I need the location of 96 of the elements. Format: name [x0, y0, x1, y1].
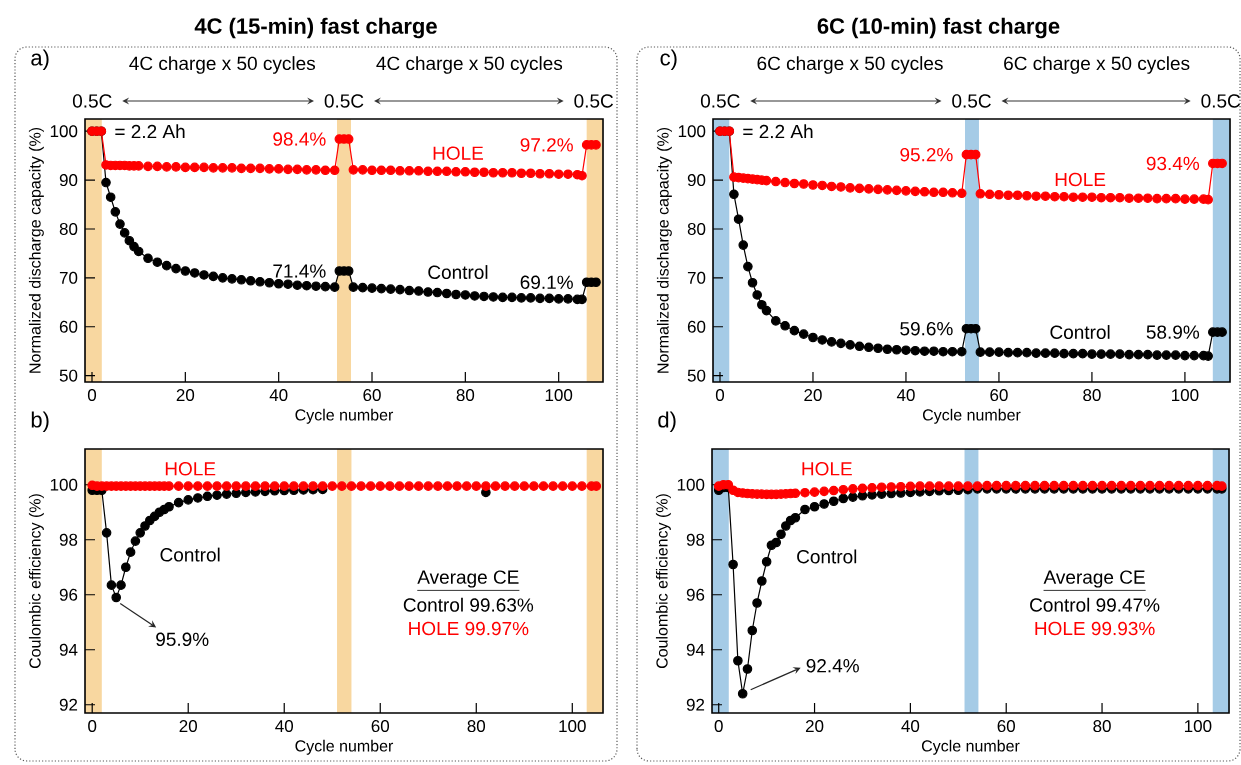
- y-tick-label: 80: [59, 222, 78, 235]
- y-tick-label: 100: [678, 125, 706, 138]
- x-tick-label: 40: [901, 720, 920, 733]
- annotation: Control 99.63%: [403, 597, 534, 612]
- text: 0.5C: [72, 94, 112, 108]
- y-axis-title: Coulombic efficiency (%): [28, 494, 44, 669]
- annotation: Average CE: [1043, 570, 1145, 588]
- y-tick-label: 60: [687, 320, 706, 333]
- text: 0.5C: [1201, 94, 1241, 108]
- y-tick-label: 90: [687, 174, 706, 187]
- text: 6C charge x 50 cycles: [1004, 56, 1190, 74]
- text: 0.5C: [324, 94, 364, 108]
- text: 0.5C: [574, 94, 614, 108]
- x-tick-label: 20: [176, 389, 195, 402]
- x-tick-label: 80: [1083, 389, 1101, 402]
- y-tick-label: 98: [59, 533, 78, 546]
- annotation: = 2.2 Ah: [115, 124, 185, 139]
- text: 4C charge x 50 cycles: [129, 56, 316, 74]
- x-tick-label: 20: [804, 389, 822, 402]
- annotation: 59.6%: [900, 321, 953, 336]
- annotation: 95.2%: [900, 147, 953, 162]
- y-tick-label: 98: [686, 533, 705, 546]
- y-axis-title: Normalized discharge capacity (%): [656, 127, 672, 373]
- annotation: Average CE: [417, 570, 519, 588]
- y-tick-label: 100: [677, 478, 705, 491]
- y-tick-label: 100: [50, 478, 78, 491]
- y-tick-label: 50: [687, 369, 706, 382]
- annotation: 93.4%: [1146, 156, 1200, 171]
- annotation: 95.9%: [156, 632, 209, 647]
- y-axis-title: Coulombic efficiency (%): [655, 494, 671, 669]
- x-axis-title: Cycle number: [922, 408, 1021, 424]
- x-tick-label: 0: [87, 389, 97, 402]
- text: b): [31, 411, 49, 432]
- series-label: HOLE: [1055, 172, 1106, 187]
- series-label: HOLE: [165, 462, 216, 476]
- x-tick-label: 100: [545, 389, 573, 402]
- x-tick-label: 100: [559, 720, 586, 733]
- text: a): [31, 49, 49, 70]
- annotation: 69.1%: [520, 275, 573, 289]
- x-tick-label: 60: [990, 389, 1008, 402]
- y-axis-title: Normalized discharge capacity (%): [28, 127, 44, 373]
- series-label: Control: [428, 265, 488, 280]
- x-tick-label: 80: [467, 720, 486, 733]
- annotation: 71.4%: [273, 264, 326, 278]
- y-tick-label: 94: [59, 643, 78, 656]
- series-label: Control: [1050, 325, 1110, 339]
- series-label: Control: [797, 549, 857, 564]
- annotation: HOLE 99.97%: [409, 621, 529, 636]
- annotation: HOLE 99.93%: [1035, 621, 1155, 636]
- annotation: 97.2%: [520, 138, 573, 152]
- x-tick-label: 0: [715, 389, 725, 402]
- text: d): [658, 411, 676, 432]
- text: 4C charge x 50 cycles: [376, 56, 563, 74]
- y-tick-label: 90: [59, 174, 78, 187]
- x-tick-label: 40: [275, 720, 294, 733]
- x-tick-label: 60: [371, 720, 390, 733]
- x-tick-label: 80: [1093, 720, 1111, 733]
- chart-title: 6C (10-min) fast charge: [817, 17, 1060, 39]
- text: 6C charge x 50 cycles: [757, 56, 943, 74]
- x-tick-label: 20: [805, 720, 824, 733]
- x-axis-title: Cycle number: [921, 739, 1020, 755]
- y-tick-label: 94: [686, 643, 705, 656]
- y-tick-label: 60: [59, 320, 78, 333]
- y-tick-label: 96: [59, 588, 78, 601]
- y-tick-label: 96: [686, 588, 705, 601]
- y-tick-label: 92: [59, 698, 78, 711]
- x-tick-label: 40: [269, 389, 288, 402]
- y-tick-label: 100: [50, 125, 78, 138]
- y-tick-label: 70: [59, 271, 78, 284]
- text: 0.5C: [952, 94, 991, 108]
- x-tick-label: 60: [363, 389, 381, 402]
- x-tick-label: 100: [1184, 720, 1212, 733]
- x-axis-title: Cycle number: [295, 739, 394, 755]
- y-tick-label: 50: [59, 369, 78, 382]
- y-tick-label: 70: [687, 271, 706, 284]
- series-label: Control: [160, 547, 220, 562]
- y-tick-label: 92: [686, 698, 705, 711]
- x-tick-label: 60: [997, 720, 1015, 733]
- x-tick-label: 0: [714, 720, 723, 733]
- x-tick-label: 80: [456, 389, 475, 402]
- annotation: = 2.2 Ah: [743, 124, 813, 139]
- annotation: 98.4%: [273, 132, 326, 146]
- annotation: 58.9%: [1146, 325, 1200, 339]
- x-tick-label: 20: [179, 720, 197, 733]
- chart-title: 4C (15-min) fast charge: [194, 17, 437, 39]
- annotation: Control 99.47%: [1030, 597, 1160, 612]
- series-label: HOLE: [433, 146, 484, 160]
- text: 0.5C: [700, 94, 740, 108]
- x-tick-label: 40: [896, 389, 915, 402]
- y-tick-label: 80: [687, 222, 706, 235]
- x-tick-label: 100: [1172, 389, 1199, 402]
- annotation: 92.4%: [806, 659, 859, 673]
- series-label: HOLE: [802, 462, 852, 476]
- x-tick-label: 0: [88, 720, 97, 733]
- x-axis-title: Cycle number: [295, 408, 394, 424]
- text: c): [660, 49, 677, 70]
